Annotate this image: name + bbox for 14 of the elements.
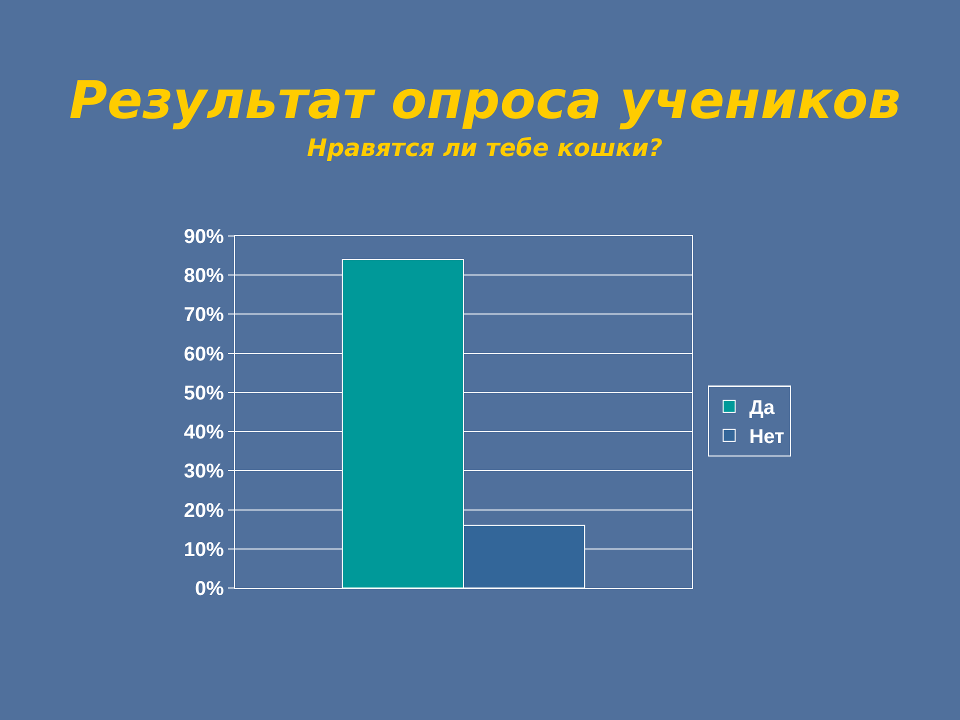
legend-label: Нет	[749, 426, 784, 448]
y-tick-label: 80%	[184, 265, 224, 288]
legend-label: Да	[749, 397, 776, 420]
y-tick-label: 70%	[184, 304, 224, 326]
y-tick-label: 0%	[194, 578, 224, 600]
y-tick-label: 50%	[184, 382, 224, 404]
y-tick-label: 90%	[184, 226, 224, 248]
chart-subtitle: Нравятся ли тебе кошки?	[307, 134, 663, 162]
y-tick-label: 20%	[184, 500, 224, 522]
y-tick-label: 60%	[184, 343, 224, 366]
y-tick-label: 30%	[184, 460, 224, 483]
y-tick-label: 10%	[184, 538, 224, 561]
y-tick-label: 40%	[184, 422, 224, 444]
chart-title: Результат опроса учеников	[69, 71, 901, 132]
